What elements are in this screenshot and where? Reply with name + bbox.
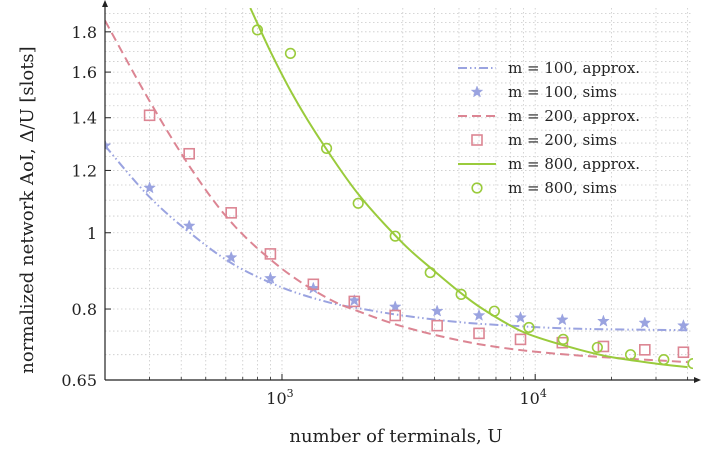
data-point: [639, 344, 651, 356]
data-point: [320, 142, 333, 154]
y-tick-label: 1.8: [72, 23, 97, 42]
data-point: [388, 300, 402, 313]
legend-swatch: [471, 182, 483, 194]
data-point: [143, 181, 156, 194]
data-point: [597, 340, 610, 353]
x-axis-arrow: [694, 377, 701, 383]
legend-swatch: [470, 85, 484, 98]
data-point: [638, 316, 652, 329]
series-3: [143, 109, 690, 359]
data-point: [624, 349, 637, 361]
legend-label: m = 800, approx.: [508, 155, 640, 173]
data-point: [488, 305, 500, 317]
data-point: [389, 230, 401, 242]
data-point: [455, 288, 467, 300]
y-axis-label: normalized network AoI, Δ/U [slots]: [17, 46, 38, 373]
data-point: [183, 147, 195, 160]
data-point: [431, 319, 443, 332]
data-point: [225, 207, 237, 219]
axes: [102, 0, 701, 383]
data-point: [687, 357, 693, 370]
data-point: [430, 304, 444, 317]
legend-label: m = 100, sims: [508, 83, 617, 101]
data-point: [677, 346, 690, 359]
data-point: [473, 327, 485, 340]
legend-label: m = 100, approx.: [508, 59, 640, 77]
data-point: [591, 341, 603, 354]
legend-swatch: [471, 134, 483, 146]
tick-labels: 103 104 0.65 0.8 1 1.2 1.4 1.6 1.8: [61, 23, 546, 408]
legend-entry: m = 200, sims: [471, 131, 617, 149]
data-point: [389, 309, 402, 322]
data-point: [658, 353, 670, 366]
x-tick-label: 103: [266, 387, 293, 408]
plot-series: [105, 8, 693, 370]
series-4: [249, 8, 688, 369]
y-tick-label: 1.4: [72, 109, 97, 128]
x-tick-label: 104: [520, 387, 547, 408]
legend-entry: m = 800, approx.: [458, 155, 640, 173]
legend-entry: m = 800, sims: [471, 179, 617, 197]
data-point: [555, 313, 569, 326]
data-point: [514, 333, 527, 346]
data-point: [677, 318, 690, 332]
data-point: [284, 47, 297, 59]
legend-label: m = 800, sims: [508, 179, 617, 197]
data-point: [597, 314, 610, 327]
data-point: [251, 24, 264, 36]
series-1: [105, 138, 690, 332]
data-point: [182, 219, 196, 232]
y-tick-label: 0.65: [61, 371, 97, 390]
y-axis-arrow: [102, 0, 108, 7]
legend-label: m = 200, approx.: [508, 107, 640, 125]
data-point: [557, 333, 569, 345]
data-point: [472, 308, 486, 321]
series-line: [249, 8, 688, 369]
data-point: [264, 248, 277, 260]
data-point: [143, 109, 156, 122]
y-tick-label: 1.2: [72, 161, 97, 180]
data-point: [523, 321, 535, 334]
y-tick-label: 0.8: [72, 300, 97, 319]
clipped-series: [105, 8, 693, 370]
y-tick-label: 1: [87, 224, 97, 243]
x-axis-label: number of terminals, U: [289, 426, 502, 447]
y-tick-label: 1.6: [72, 63, 97, 82]
legend: m = 100, approx. m = 100, sims m = 200, ap…: [458, 59, 640, 197]
data-point: [105, 138, 112, 152]
series-5: [251, 24, 693, 370]
legend-entry: m = 100, approx.: [458, 59, 640, 77]
legend-entry: m = 100, sims: [470, 83, 617, 101]
data-point: [514, 311, 527, 324]
legend-entry: m = 200, approx.: [458, 107, 640, 125]
data-point: [264, 271, 277, 284]
data-point: [348, 295, 361, 308]
legend-label: m = 200, sims: [508, 131, 617, 149]
data-point: [424, 266, 436, 279]
data-point: [307, 278, 320, 291]
data-point: [224, 250, 238, 263]
data-point: [352, 197, 364, 209]
